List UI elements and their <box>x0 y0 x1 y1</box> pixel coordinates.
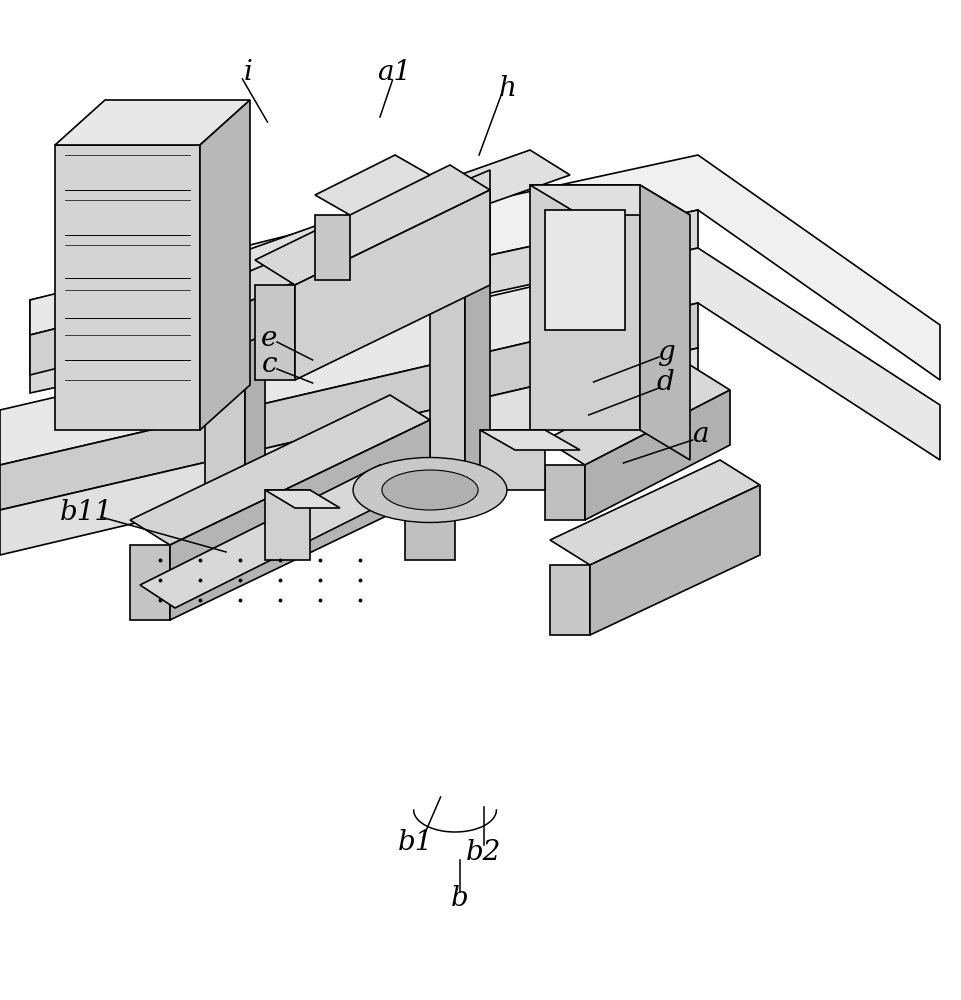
Polygon shape <box>480 430 579 450</box>
Polygon shape <box>55 145 200 430</box>
Polygon shape <box>589 485 759 635</box>
Polygon shape <box>205 290 245 530</box>
Polygon shape <box>130 545 170 620</box>
Polygon shape <box>205 150 570 290</box>
Polygon shape <box>295 190 489 380</box>
Polygon shape <box>545 210 625 330</box>
Polygon shape <box>480 430 545 490</box>
Polygon shape <box>30 210 698 393</box>
Polygon shape <box>255 165 489 285</box>
Polygon shape <box>545 365 729 465</box>
Polygon shape <box>530 185 689 215</box>
Polygon shape <box>200 100 250 430</box>
Polygon shape <box>55 100 250 145</box>
Polygon shape <box>550 565 589 635</box>
Text: e: e <box>260 324 278 352</box>
Text: a1: a1 <box>377 60 411 87</box>
Polygon shape <box>30 220 489 375</box>
Polygon shape <box>314 215 350 280</box>
Polygon shape <box>130 395 430 545</box>
Polygon shape <box>545 465 584 520</box>
Text: i: i <box>243 60 253 87</box>
Text: h: h <box>499 75 516 102</box>
Polygon shape <box>264 490 339 508</box>
Polygon shape <box>639 185 689 460</box>
Text: a: a <box>691 422 708 448</box>
Polygon shape <box>0 303 698 510</box>
Polygon shape <box>170 420 430 620</box>
Text: b1: b1 <box>398 830 432 856</box>
Polygon shape <box>405 490 455 560</box>
Ellipse shape <box>353 458 506 522</box>
Ellipse shape <box>382 470 478 510</box>
Polygon shape <box>245 290 264 550</box>
Polygon shape <box>140 465 414 608</box>
Polygon shape <box>314 155 430 215</box>
Polygon shape <box>0 248 939 465</box>
Polygon shape <box>550 460 759 565</box>
Text: g: g <box>656 338 674 365</box>
Polygon shape <box>0 348 698 555</box>
Text: b: b <box>451 884 468 912</box>
Text: b11: b11 <box>60 499 113 526</box>
Polygon shape <box>464 240 489 498</box>
Text: b2: b2 <box>466 838 501 865</box>
Text: d: d <box>656 369 674 396</box>
Polygon shape <box>430 240 464 480</box>
Polygon shape <box>205 200 489 360</box>
Polygon shape <box>205 170 489 320</box>
Polygon shape <box>530 185 639 430</box>
Polygon shape <box>255 285 295 380</box>
Polygon shape <box>30 185 489 335</box>
Text: c: c <box>261 352 277 378</box>
Polygon shape <box>205 290 245 330</box>
Polygon shape <box>30 155 939 380</box>
Polygon shape <box>264 490 309 560</box>
Polygon shape <box>584 390 729 520</box>
